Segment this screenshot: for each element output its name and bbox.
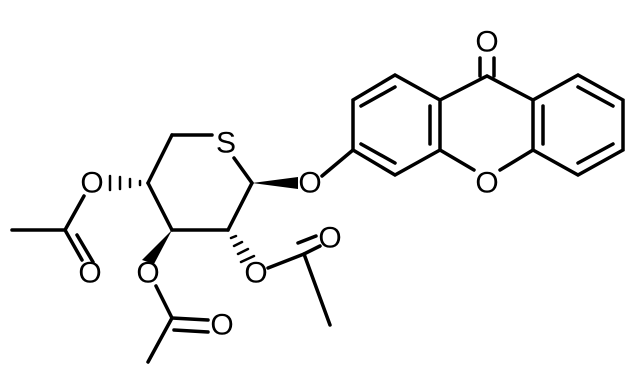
atom-label: S xyxy=(216,127,236,160)
atom-label: O xyxy=(136,257,159,290)
atom-label: O xyxy=(298,167,321,200)
atom-label: O xyxy=(210,309,233,342)
atom-label: O xyxy=(318,222,341,255)
atom-label: O xyxy=(475,167,498,200)
atom-label: O xyxy=(80,167,103,200)
atom-labels: O S O O O O O O O O xyxy=(78,26,498,342)
atom-label: O xyxy=(78,257,101,290)
atom-label: O xyxy=(475,26,498,59)
atom-label: O xyxy=(244,257,267,290)
bonds xyxy=(10,56,625,364)
